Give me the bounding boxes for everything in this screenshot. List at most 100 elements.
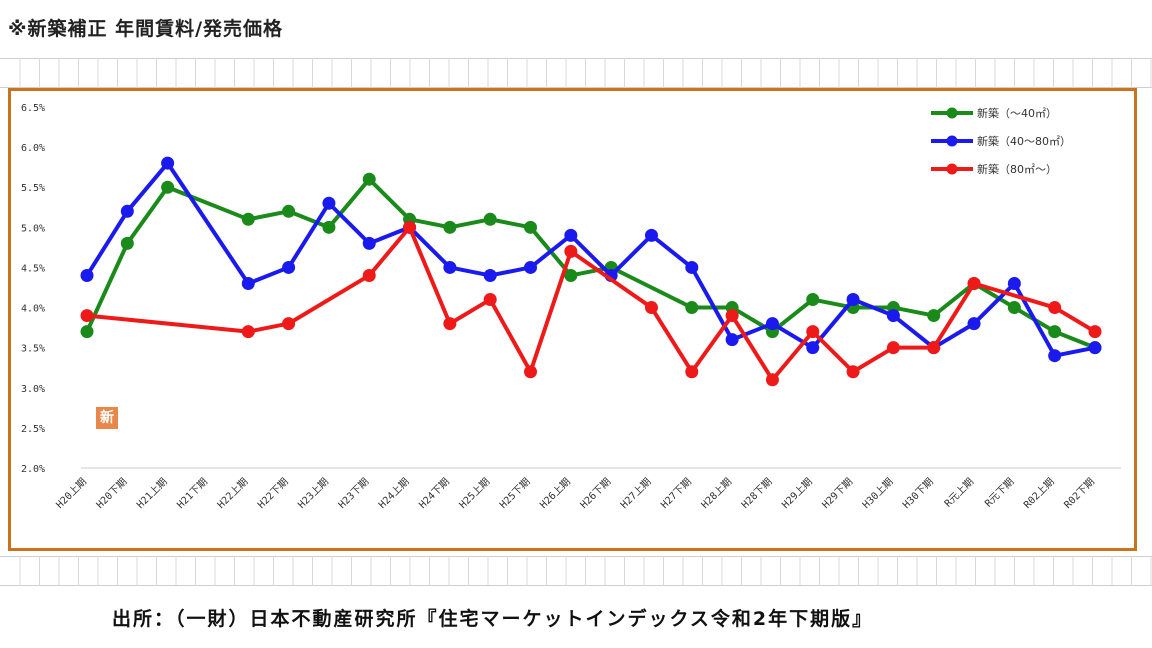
x-tick-label: R02下期 bbox=[1062, 476, 1097, 511]
data-point bbox=[80, 309, 94, 323]
y-tick-label: 2.5% bbox=[21, 424, 45, 435]
y-tick-label: 6.0% bbox=[21, 143, 45, 154]
data-point bbox=[1007, 301, 1021, 315]
x-tick-label: H25上期 bbox=[457, 476, 492, 511]
data-point bbox=[564, 268, 578, 282]
x-tick-label: H29上期 bbox=[779, 476, 814, 511]
data-point bbox=[524, 220, 538, 234]
data-point bbox=[241, 325, 255, 339]
x-tick-label: H23上期 bbox=[296, 476, 331, 511]
data-point bbox=[725, 309, 739, 323]
legend-label: 新築（40～80㎡） bbox=[977, 134, 1071, 148]
data-point bbox=[644, 301, 658, 315]
x-tick-label: H22上期 bbox=[215, 476, 250, 511]
series-line bbox=[85, 161, 1096, 358]
x-tick-label: H20上期 bbox=[54, 476, 89, 511]
data-point bbox=[1088, 341, 1102, 355]
new-badge-icon: 新 bbox=[96, 407, 118, 429]
data-point bbox=[362, 172, 376, 186]
data-point bbox=[80, 268, 94, 282]
data-point bbox=[806, 325, 820, 339]
data-point bbox=[765, 373, 779, 387]
data-point bbox=[564, 244, 578, 258]
legend-label: 新築（～40㎡） bbox=[977, 106, 1057, 120]
data-point bbox=[927, 341, 941, 355]
data-point bbox=[1048, 301, 1062, 315]
data-point bbox=[644, 228, 658, 242]
data-point bbox=[927, 309, 941, 323]
data-point bbox=[322, 196, 336, 210]
data-point bbox=[564, 228, 578, 242]
data-point bbox=[282, 204, 296, 218]
x-tick-label: R02上期 bbox=[1021, 476, 1056, 511]
data-point bbox=[443, 317, 457, 331]
data-point bbox=[483, 268, 497, 282]
grid-band-top bbox=[0, 58, 1152, 88]
legend-item: 新築（40～80㎡） bbox=[931, 134, 1071, 148]
data-point bbox=[161, 180, 175, 194]
y-tick-label: 6.5% bbox=[21, 103, 45, 114]
data-point bbox=[120, 236, 134, 250]
data-point bbox=[524, 260, 538, 274]
data-point bbox=[362, 268, 376, 282]
data-point bbox=[685, 301, 699, 315]
source-note: 出所：（一財）日本不動産研究所『住宅マーケットインデックス令和2年下期版』 bbox=[112, 608, 874, 630]
data-point bbox=[685, 365, 699, 379]
x-tick-label: H21上期 bbox=[134, 476, 169, 511]
x-tick-label: H27下期 bbox=[659, 476, 694, 511]
data-point bbox=[1007, 276, 1021, 290]
data-point bbox=[806, 341, 820, 355]
data-point bbox=[80, 325, 94, 339]
x-tick-label: H23下期 bbox=[336, 476, 371, 511]
x-tick-label: R元下期 bbox=[983, 476, 1017, 510]
x-tick-label: H24上期 bbox=[376, 476, 411, 511]
data-point bbox=[483, 212, 497, 226]
data-point bbox=[1088, 325, 1102, 339]
data-point bbox=[765, 317, 779, 331]
data-point bbox=[322, 220, 336, 234]
data-point bbox=[846, 365, 860, 379]
data-point bbox=[886, 341, 900, 355]
y-tick-label: 3.0% bbox=[21, 384, 45, 395]
y-tick-label: 5.0% bbox=[21, 223, 45, 234]
series-line bbox=[85, 177, 1096, 350]
data-point bbox=[362, 236, 376, 250]
data-point bbox=[403, 220, 417, 234]
y-tick-label: 2.0% bbox=[21, 464, 45, 475]
y-tick-label: 4.0% bbox=[21, 304, 45, 315]
data-point bbox=[241, 276, 255, 290]
data-point bbox=[967, 317, 981, 331]
data-point bbox=[120, 204, 134, 218]
x-tick-label: H30上期 bbox=[860, 476, 895, 511]
y-tick-label: 3.5% bbox=[21, 344, 45, 355]
x-tick-label: H30下期 bbox=[900, 476, 935, 511]
line-chart: 6.5% 6.0% 5.5% 5.0% 4.5% 4.0% 3.5% 3.0% 2.5% 2.0%… bbox=[21, 103, 1121, 511]
data-point bbox=[282, 260, 296, 274]
x-tick-label: H26上期 bbox=[538, 476, 573, 511]
legend-marker bbox=[946, 163, 958, 175]
data-point bbox=[846, 293, 860, 307]
legend-item: 新築（80㎡～） bbox=[931, 162, 1057, 176]
data-point bbox=[886, 309, 900, 323]
x-tick-label: H20下期 bbox=[94, 476, 129, 511]
x-tick-label: H21下期 bbox=[175, 476, 210, 511]
grid-band-bottom bbox=[0, 556, 1152, 586]
data-point bbox=[725, 333, 739, 347]
series-line bbox=[86, 225, 1097, 382]
data-point bbox=[806, 293, 820, 307]
data-point bbox=[483, 293, 497, 307]
x-tick-label: R元上期 bbox=[942, 476, 976, 510]
x-tick-label: H28下期 bbox=[739, 476, 774, 511]
data-point bbox=[282, 317, 296, 331]
y-tick-label: 5.5% bbox=[21, 183, 45, 194]
chart-frame: 6.5% 6.0% 5.5% 5.0% 4.5% 4.0% 3.5% 3.0% 2.5% 2.0%… bbox=[8, 88, 1137, 551]
data-point bbox=[1048, 325, 1062, 339]
data-point bbox=[685, 260, 699, 274]
data-point bbox=[241, 212, 255, 226]
legend-marker bbox=[946, 107, 958, 119]
x-tick-label: H25下期 bbox=[497, 476, 532, 511]
y-tick-label: 4.5% bbox=[21, 263, 45, 274]
data-point bbox=[1048, 349, 1062, 363]
x-tick-label: H29下期 bbox=[820, 476, 855, 511]
x-tick-label: H27上期 bbox=[618, 476, 653, 511]
